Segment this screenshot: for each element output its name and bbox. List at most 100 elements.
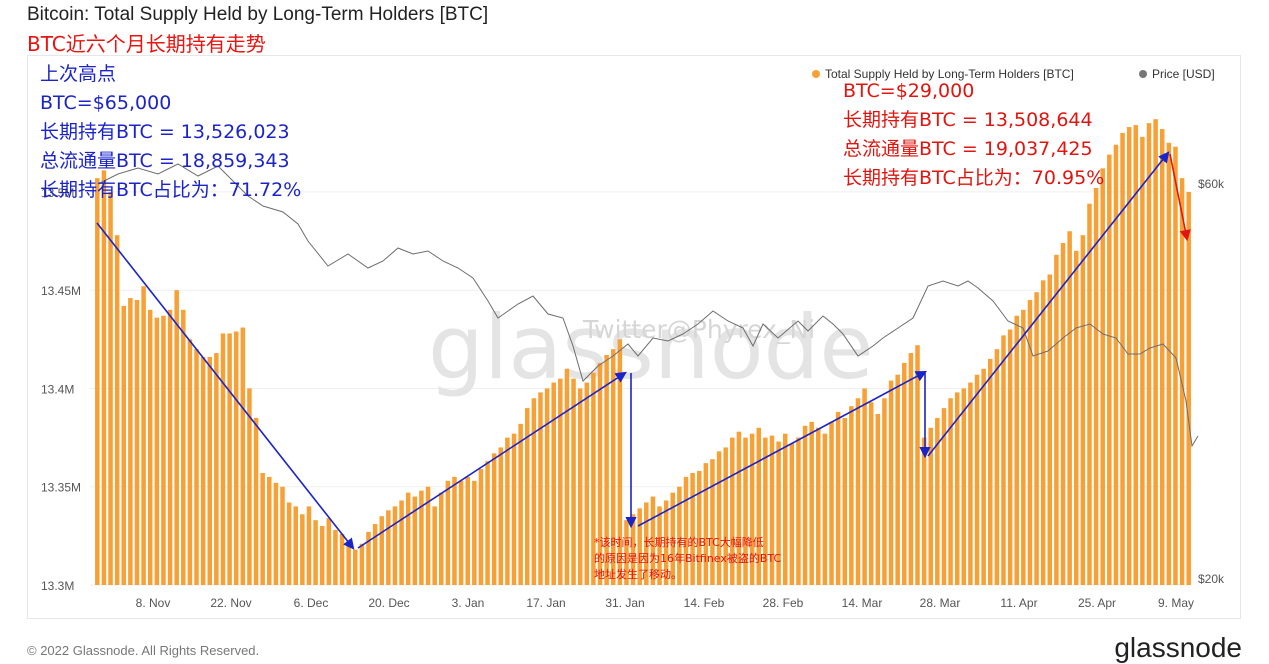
x-tick-label: 11. Apr xyxy=(1000,596,1037,610)
bar xyxy=(1060,243,1066,585)
bar xyxy=(339,533,345,585)
y-tick-label: 13.45M xyxy=(41,284,81,298)
bar xyxy=(392,506,398,585)
bar xyxy=(743,437,748,585)
bar xyxy=(412,496,418,585)
bar xyxy=(1087,203,1092,585)
bar xyxy=(1153,119,1158,585)
bar xyxy=(240,327,246,585)
x-tick-label: 20. Dec xyxy=(368,596,409,610)
annotation-line: 长期持有BTC = 13,508,644 xyxy=(843,109,1093,131)
bar xyxy=(657,506,662,585)
bar xyxy=(571,378,576,585)
bar xyxy=(895,374,900,585)
bar xyxy=(346,545,351,585)
legend-label-supply: Total Supply Held by Long-Term Holders [… xyxy=(825,67,1074,81)
bar xyxy=(419,490,424,585)
bar xyxy=(432,506,437,585)
bar xyxy=(498,447,504,585)
bar xyxy=(1021,309,1026,585)
bar xyxy=(1120,132,1125,585)
bar xyxy=(319,526,325,585)
bar xyxy=(214,353,219,585)
bar xyxy=(994,349,1000,585)
legend-item-price[interactable]: Price [USD] xyxy=(1139,67,1215,81)
bar xyxy=(954,392,960,585)
bar xyxy=(1093,187,1099,585)
annotation-line: BTC=$29,000 xyxy=(843,80,975,102)
brand-logo: glassnode xyxy=(1114,632,1242,663)
bar xyxy=(1186,191,1191,585)
note-line: *该时间，长期持有的BTC大幅降低 xyxy=(594,536,764,549)
trend-arrow xyxy=(357,371,627,549)
bar xyxy=(200,357,206,585)
bar xyxy=(273,482,279,585)
bar xyxy=(405,492,411,585)
x-tick-label: 14. Feb xyxy=(684,596,725,610)
bar xyxy=(617,339,623,585)
bar xyxy=(756,427,762,585)
bar xyxy=(802,425,808,585)
copyright-footer: © 2022 Glassnode. All Rights Reserved. xyxy=(27,643,260,658)
bar xyxy=(1007,329,1013,585)
bar xyxy=(154,317,160,585)
chart-subtitle: BTC近六个月长期持有走势 xyxy=(27,32,266,56)
bar xyxy=(458,480,464,585)
bar xyxy=(988,358,993,585)
bar xyxy=(558,378,563,585)
bar xyxy=(1173,146,1178,585)
x-tick-label: 6. Dec xyxy=(294,596,329,610)
x-tick-label: 31. Jan xyxy=(605,596,644,610)
bar xyxy=(1113,144,1119,585)
legend-dot-icon xyxy=(1139,70,1147,78)
bar xyxy=(280,486,285,585)
bar xyxy=(147,309,153,585)
legend-item-supply[interactable]: Total Supply Held by Long-Term Holders [… xyxy=(812,67,1074,81)
bar xyxy=(511,433,517,585)
trend-arrow xyxy=(927,151,1170,457)
x-tick-label: 8. Nov xyxy=(136,596,171,610)
bar xyxy=(908,353,914,585)
chart-title: Bitcoin: Total Supply Held by Long-Term … xyxy=(27,4,489,25)
bar xyxy=(624,520,629,585)
bar xyxy=(333,529,338,585)
bar xyxy=(95,178,100,585)
bar xyxy=(644,502,649,585)
bar xyxy=(604,355,609,585)
bar xyxy=(888,380,894,585)
bar xyxy=(306,506,312,585)
annotation-line: 长期持有BTC占比为：70.95% xyxy=(843,167,1105,189)
bar xyxy=(1179,178,1185,585)
bar xyxy=(1027,300,1033,585)
bar xyxy=(452,476,457,585)
bar xyxy=(518,423,523,585)
legend-label-price: Price [USD] xyxy=(1152,67,1215,81)
bar xyxy=(683,476,689,585)
bar xyxy=(472,480,477,585)
annotation-line: BTC=$65,000 xyxy=(40,92,172,114)
bar xyxy=(677,486,682,585)
bar xyxy=(1067,231,1072,585)
bar xyxy=(439,492,444,585)
bar xyxy=(253,417,259,585)
bar xyxy=(723,447,728,585)
annotation-left: 上次高点 BTC=$65,000 长期持有BTC = 13,526,023 总流… xyxy=(40,60,301,205)
bar xyxy=(690,472,695,585)
bar xyxy=(286,502,292,585)
bar xyxy=(227,333,232,585)
bar xyxy=(538,392,543,585)
bar xyxy=(207,357,213,585)
bar xyxy=(875,414,881,585)
bar xyxy=(591,372,596,585)
bar xyxy=(974,374,980,585)
bar xyxy=(1054,254,1059,586)
watermark-text: Twitter@Phyrex_Ni xyxy=(582,315,815,344)
bar xyxy=(835,412,841,585)
bar xyxy=(968,382,973,585)
y-tick-label: 13.4M xyxy=(41,382,74,396)
y2-tick-label: $20k xyxy=(1198,572,1225,586)
bar xyxy=(849,406,854,585)
bar xyxy=(505,437,510,585)
bar xyxy=(101,170,107,586)
bar xyxy=(730,437,735,585)
